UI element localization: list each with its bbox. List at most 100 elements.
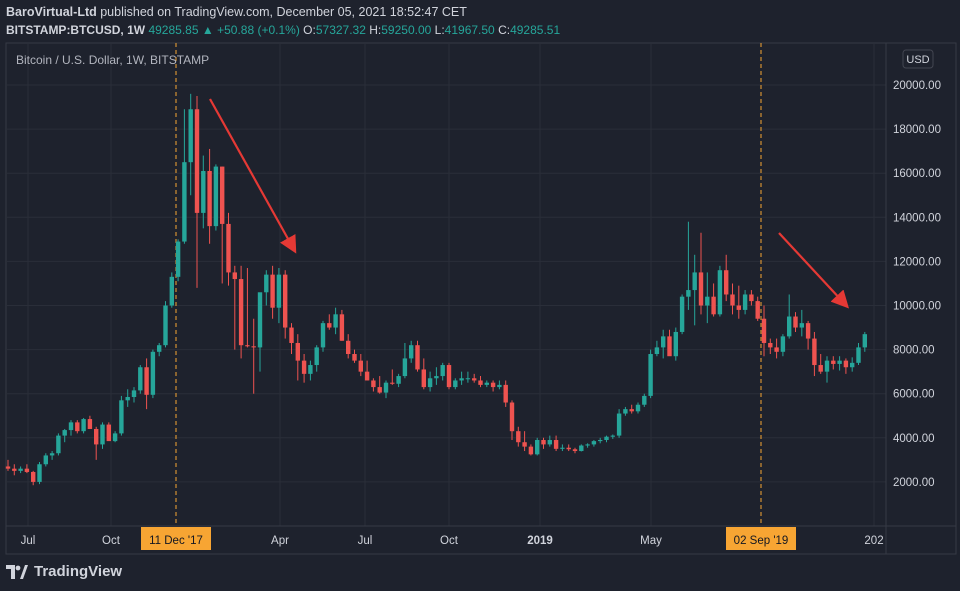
candle[interactable] [264, 270, 269, 306]
candle[interactable] [333, 307, 338, 335]
candle[interactable] [383, 380, 389, 399]
candle[interactable] [497, 380, 502, 390]
candle[interactable] [308, 360, 313, 381]
candles[interactable] [5, 93, 867, 486]
candle[interactable] [478, 376, 483, 388]
candle[interactable] [94, 426, 99, 460]
candle[interactable] [692, 254, 697, 326]
candle[interactable] [125, 389, 130, 407]
candle[interactable] [201, 155, 206, 229]
candle[interactable] [749, 290, 754, 306]
candle[interactable] [188, 93, 193, 196]
currency-badge[interactable]: USD [902, 49, 934, 69]
candle[interactable] [598, 437, 603, 444]
candle[interactable] [402, 342, 408, 379]
candle[interactable] [604, 435, 609, 443]
candle[interactable] [472, 373, 477, 383]
candle[interactable] [610, 434, 615, 439]
candle[interactable] [831, 356, 836, 370]
candle[interactable] [629, 404, 634, 414]
candle[interactable] [396, 373, 401, 388]
candle[interactable] [371, 378, 376, 392]
candle[interactable] [295, 334, 300, 381]
candle[interactable] [705, 272, 710, 324]
candle[interactable] [213, 164, 219, 231]
candle[interactable] [421, 358, 426, 390]
candle[interactable] [824, 356, 830, 383]
candle[interactable] [667, 329, 672, 357]
trend-arrow-1[interactable] [209, 98, 297, 254]
candle[interactable] [150, 349, 156, 399]
candle[interactable] [528, 444, 534, 456]
tradingview-logo[interactable]: TradingView [6, 563, 122, 580]
candle[interactable] [541, 437, 546, 449]
candle[interactable] [289, 323, 294, 355]
candle[interactable] [446, 362, 452, 390]
candle[interactable] [163, 301, 168, 348]
candle[interactable] [301, 354, 307, 383]
candle[interactable] [314, 345, 319, 372]
candle[interactable] [377, 376, 382, 394]
price-axis[interactable]: 20000.00 18000.00 16000.00 14000.00 12000.00… [893, 80, 941, 489]
candle[interactable] [207, 148, 212, 244]
candle[interactable] [157, 342, 162, 357]
candle[interactable] [509, 400, 515, 441]
candle[interactable] [138, 365, 143, 394]
candle[interactable] [434, 367, 439, 385]
candle[interactable] [339, 309, 345, 341]
candle[interactable] [698, 232, 704, 315]
candle[interactable] [679, 294, 685, 335]
candle[interactable] [131, 387, 137, 403]
candle[interactable] [232, 265, 237, 350]
candle[interactable] [87, 415, 93, 429]
candle[interactable] [175, 239, 181, 282]
candle[interactable] [257, 292, 263, 372]
candle[interactable] [535, 437, 540, 456]
candle[interactable] [358, 354, 363, 377]
candle[interactable] [560, 444, 565, 452]
candle[interactable] [169, 272, 174, 308]
candle[interactable] [761, 305, 767, 357]
candle[interactable] [276, 268, 282, 324]
candle[interactable] [75, 420, 80, 434]
candle[interactable] [755, 296, 760, 321]
candle[interactable] [837, 356, 842, 371]
candle[interactable] [522, 431, 527, 452]
candle[interactable] [585, 443, 590, 448]
candle[interactable] [768, 338, 773, 355]
candle[interactable] [31, 470, 36, 486]
author-name[interactable]: BaroVirtual-Ltd [6, 5, 97, 19]
candle[interactable] [623, 406, 628, 416]
candle[interactable] [862, 331, 867, 352]
candle[interactable] [742, 290, 748, 315]
candle[interactable] [490, 380, 496, 392]
candle[interactable] [81, 417, 86, 434]
candle[interactable] [270, 265, 275, 319]
candle[interactable] [547, 435, 552, 447]
candle[interactable] [251, 318, 256, 394]
candle[interactable] [465, 371, 471, 383]
candle[interactable] [572, 447, 578, 454]
candle[interactable] [427, 371, 433, 392]
candle[interactable] [12, 464, 17, 476]
candle[interactable] [843, 358, 849, 374]
candle[interactable] [440, 362, 445, 381]
candle[interactable] [654, 340, 660, 357]
candle[interactable] [453, 378, 458, 390]
time-axis[interactable]: Jul Oct Apr Jul Oct 2019 May 202 11 Dec '17 02 Se… [21, 527, 884, 550]
candle[interactable] [409, 340, 414, 363]
candle[interactable] [616, 409, 622, 438]
annotations[interactable] [209, 98, 849, 309]
candle[interactable] [238, 265, 244, 359]
candle[interactable] [245, 268, 250, 348]
candle[interactable] [100, 422, 105, 449]
candle[interactable] [484, 380, 489, 388]
candle[interactable] [68, 420, 74, 436]
candle[interactable] [503, 380, 508, 407]
candle[interactable] [24, 464, 30, 474]
candle[interactable] [579, 444, 584, 452]
candle[interactable] [711, 283, 716, 317]
candle[interactable] [327, 314, 332, 330]
trend-arrow-2[interactable] [778, 232, 849, 309]
candle[interactable] [226, 212, 231, 286]
